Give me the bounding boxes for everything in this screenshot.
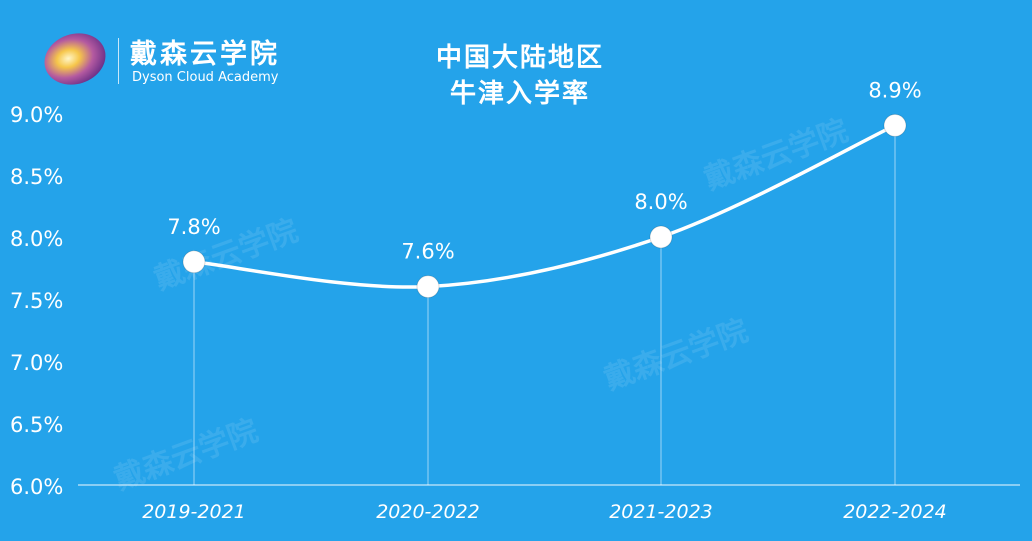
brand-divider [118, 38, 119, 84]
data-point [883, 113, 907, 137]
brand-header: 戴森云学院 Dyson Cloud Academy [37, 25, 314, 93]
y-tick-label: 7.5% [10, 289, 63, 313]
data-label: 7.8% [167, 215, 220, 239]
x-tick-label: 2019-2021 [142, 501, 246, 523]
data-point [649, 225, 673, 249]
y-tick-label: 8.0% [10, 227, 63, 251]
x-tick-label: 2021-2023 [609, 501, 713, 523]
brand-subtitle: Dyson Cloud Academy [132, 70, 279, 85]
series-line [192, 123, 897, 289]
data-label: 7.6% [401, 240, 454, 264]
y-tick-label: 9.0% [10, 103, 63, 127]
y-tick-label: 8.5% [10, 165, 63, 189]
y-tick-label: 6.5% [10, 413, 63, 437]
data-point [182, 250, 206, 274]
brand-name: 戴森云学院 [130, 39, 280, 70]
x-tick-label: 2022-2024 [843, 501, 947, 523]
chart-title-line-1: 中国大陆地区 [435, 43, 604, 73]
x-tick-label: 2020-2022 [376, 501, 480, 523]
y-tick-label: 6.0% [10, 475, 63, 499]
data-label: 8.0% [634, 190, 687, 214]
data-label: 8.9% [868, 78, 921, 102]
y-tick-label: 7.0% [10, 351, 63, 375]
chart-title: 中国大陆地区 牛津入学率 [400, 40, 640, 112]
chart-title-line-2: 牛津入学率 [449, 79, 590, 109]
data-point [416, 275, 440, 299]
